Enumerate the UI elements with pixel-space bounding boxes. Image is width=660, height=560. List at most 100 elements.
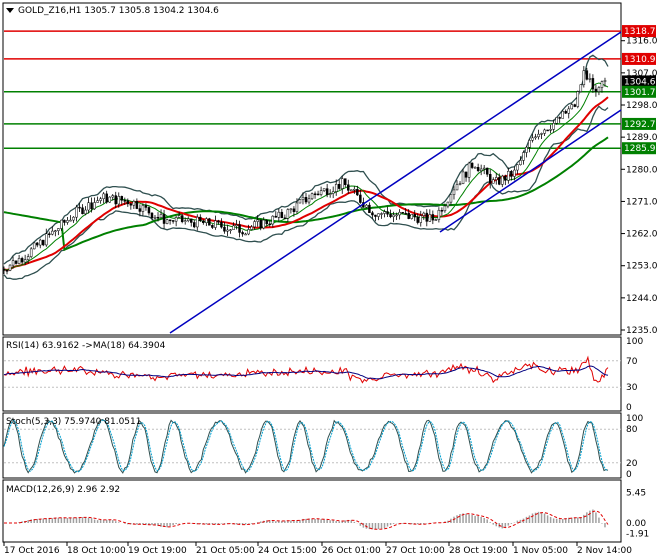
candle-body [156, 216, 160, 219]
candle-body [265, 219, 268, 225]
candle-body [374, 214, 377, 217]
candle-body [365, 204, 368, 208]
price-tag-bg [622, 75, 656, 88]
candle-body [226, 229, 229, 232]
candle-body [504, 175, 507, 181]
candle-body [45, 233, 48, 246]
candle-body [111, 195, 114, 198]
stoch-axis-label: 20 [626, 459, 638, 469]
candle-body [443, 205, 447, 212]
candle-body [211, 225, 214, 228]
candle-body [498, 177, 501, 185]
rsi-label: RSI(14) 63.9162 ->MA(18) 64.3904 [6, 341, 166, 351]
time-axis-label: 2 Nov 14:00 [577, 546, 632, 556]
main-pane[interactable] [2, 2, 622, 336]
stoch-pane[interactable] [2, 412, 622, 479]
candle-body [558, 117, 561, 119]
candle-body [259, 219, 262, 229]
candle-body [519, 160, 522, 166]
candle-body [582, 70, 586, 85]
candle-body [340, 178, 344, 189]
candle-body [256, 219, 259, 222]
time-axis-label: 21 Oct 05:00 [196, 546, 255, 556]
price-tag: 1304.6 [624, 77, 656, 87]
candle-body [488, 174, 492, 184]
candle-body [440, 210, 444, 212]
candle-body [81, 207, 84, 215]
candle-body [69, 219, 72, 222]
candle-body [525, 147, 528, 153]
candle-body [286, 209, 290, 219]
candle-body [171, 220, 175, 222]
candle-body [528, 140, 531, 148]
candle-body [17, 258, 21, 264]
stoch-axis-label: 80 [626, 425, 638, 435]
candle-body [214, 220, 217, 228]
candle-body [238, 224, 241, 233]
rsi-pane[interactable] [2, 336, 622, 412]
candle-body [600, 81, 604, 88]
candle-body [78, 206, 81, 209]
candle-body [316, 193, 320, 196]
candle-body [549, 129, 552, 131]
candle-body [356, 188, 359, 196]
price-axis-label: 1280.0 [626, 165, 658, 175]
macd-axis-label: 0.00 [626, 519, 646, 529]
candle-body [310, 193, 314, 200]
candle-body [380, 213, 383, 215]
candle-body [87, 202, 90, 211]
candle-body [23, 259, 27, 263]
candle-body [144, 205, 148, 208]
candle-body [66, 220, 69, 223]
candle-body [458, 183, 462, 185]
rsi-ma-line [3, 365, 609, 380]
macd-label: MACD(12,26,9) 2.96 2.92 [6, 485, 120, 495]
candle-body [135, 201, 139, 209]
time-axis-label: 1 Nov 05:00 [513, 546, 568, 556]
candle-body [540, 133, 543, 135]
candle-body [162, 214, 166, 224]
candle-body [350, 189, 353, 192]
candle-body [603, 80, 607, 82]
time-axis-label: 27 Oct 10:00 [386, 546, 445, 556]
candle-body [271, 215, 275, 225]
candle-body [57, 228, 60, 231]
candle-body [371, 212, 374, 216]
price-tag-bg [622, 85, 656, 98]
candle-body [398, 211, 401, 216]
candle-body [585, 70, 589, 80]
candle-body [35, 242, 39, 246]
price-axis-label: 1271.0 [626, 197, 658, 207]
candle-body [38, 239, 42, 246]
rsi-axis-label: 70 [626, 357, 638, 367]
symbol-header: GOLD_Z16,H1 1305.7 1305.8 1304.2 1304.6 [18, 6, 219, 16]
candle-body [51, 230, 54, 235]
price-tag: 1310.9 [624, 55, 656, 65]
candle-body [546, 129, 549, 132]
candle-body [93, 202, 96, 210]
candle-body [208, 218, 211, 226]
candle-body [413, 214, 416, 218]
candle-body [108, 196, 111, 203]
candle-body [383, 211, 386, 214]
candle-body [313, 193, 317, 196]
candle-body [564, 111, 567, 114]
candle-body [220, 221, 223, 228]
candle-body [138, 208, 142, 212]
triangle-down-icon[interactable] [6, 8, 14, 13]
candle-body [132, 201, 136, 206]
candle-body [141, 205, 145, 212]
candle-body [434, 219, 438, 221]
candle-body [331, 191, 335, 194]
candle-body [54, 230, 57, 232]
candle-body [90, 202, 93, 210]
candle-body [319, 190, 323, 195]
candle-body [274, 215, 278, 218]
candle-body [479, 168, 483, 172]
candle-body [359, 194, 362, 203]
candle-body [516, 164, 519, 171]
macd-pane[interactable] [2, 479, 622, 543]
candle-body [461, 171, 465, 184]
candle-body [5, 270, 9, 272]
